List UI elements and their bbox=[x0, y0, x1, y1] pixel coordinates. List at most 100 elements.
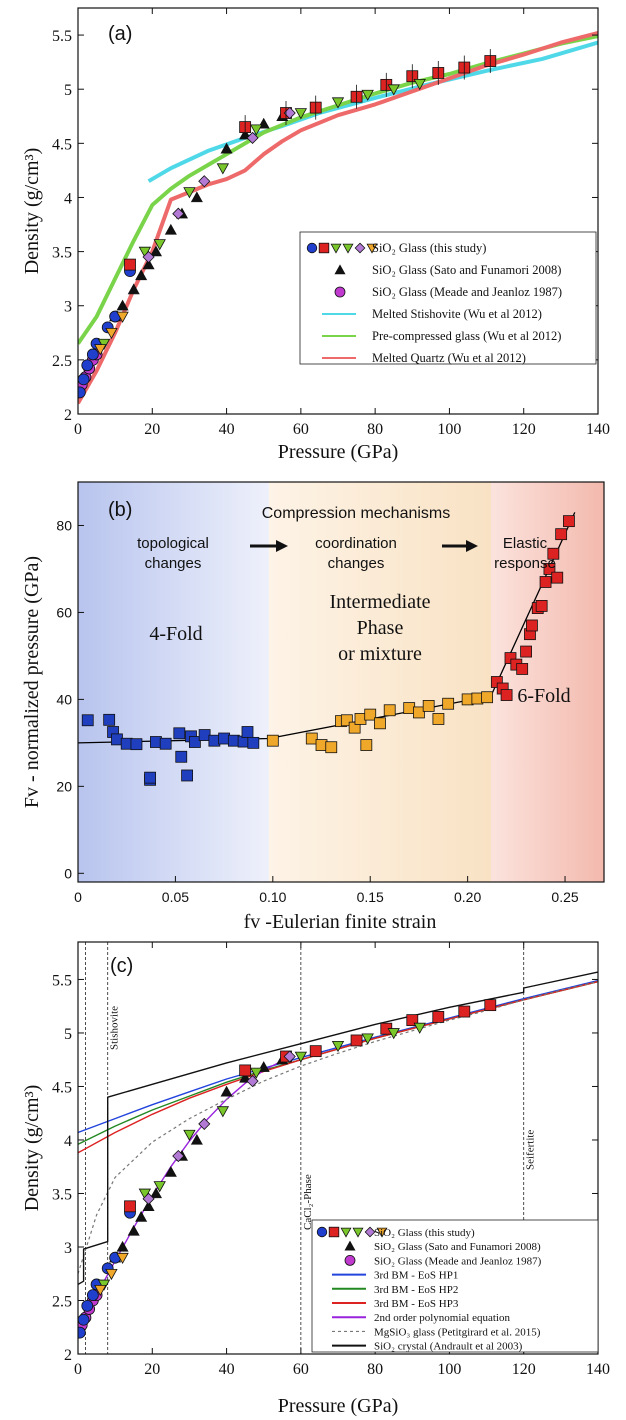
data-point-sio-glass-sato-and-funamori-2008 bbox=[127, 283, 140, 295]
series-line-sio-crystal-andrault-et-al-2003 bbox=[78, 971, 598, 1286]
data-point-6-fold bbox=[555, 528, 568, 541]
data-point-sio-glass-sato-and-funamori-2008 bbox=[164, 1165, 177, 1177]
x-tick-label: 0.05 bbox=[162, 889, 189, 905]
y-axis-title: Density (g/cm³) bbox=[21, 1085, 43, 1212]
data-point-6-fold bbox=[526, 619, 538, 632]
data-point-sio-glass-sato-and-funamori-2008 bbox=[116, 1240, 129, 1252]
y-tick-label: 0 bbox=[64, 865, 72, 881]
data-point-sio-glass-sato-and-funamori-2008 bbox=[116, 299, 129, 311]
label-intermediate: Intermediate Phase or mixture bbox=[329, 591, 430, 665]
data-point-intermediate bbox=[325, 741, 338, 754]
data-point-intermediate bbox=[340, 714, 353, 727]
data-point-6-fold bbox=[551, 571, 564, 584]
data-point-sio-glass-this-study-green-triangles bbox=[413, 1022, 426, 1034]
data-point-sio-glass-this-study-squares bbox=[124, 258, 136, 271]
x-tick-label: 60 bbox=[293, 1361, 309, 1378]
data-point-sio-glass-this-study-green-triangles bbox=[294, 108, 308, 120]
data-point-sio-glass-this-study-green-triangles bbox=[331, 1041, 345, 1053]
legend-marker bbox=[328, 1226, 340, 1238]
legend-label: SiO₂ Glass (Sato and Funamori 2008) bbox=[372, 263, 561, 277]
legend-marker bbox=[340, 1227, 352, 1238]
legend-marker bbox=[344, 1240, 356, 1251]
data-point-sio-glass-sato-and-funamori-2008 bbox=[135, 1210, 148, 1222]
x-tick-label: 40 bbox=[219, 421, 235, 438]
data-point-sio-glass-this-study-squares bbox=[309, 1045, 322, 1058]
y-tick-label: 2 bbox=[64, 407, 72, 424]
data-point-sio-glass-sato-and-funamori-2008 bbox=[135, 269, 148, 281]
data-point-6-fold bbox=[516, 663, 529, 675]
y-tick-label: 60 bbox=[56, 604, 72, 620]
legend-label: SiO₂ Glass (Meade and Jeanloz 1987) bbox=[372, 285, 562, 299]
data-point-sio-glass-sato-and-funamori-2008 bbox=[190, 1133, 203, 1145]
x-tick-label: 20 bbox=[144, 421, 160, 438]
legend-marker bbox=[334, 264, 346, 275]
chart-panel-b: 0 0.05 0.10 0.15 0.20 0.25 0 20 40 60 80 (b) Compr… bbox=[21, 481, 605, 933]
data-point-4-fold bbox=[130, 738, 143, 751]
x-tick-label: 0.20 bbox=[454, 889, 481, 905]
legend-label: Melted Stishovite (Wu et al 2012) bbox=[372, 307, 542, 321]
legend-marker bbox=[354, 242, 366, 254]
data-point-4-fold bbox=[173, 727, 186, 740]
legend-label: SiO₂ Glass (Meade and Jeanloz 1987) bbox=[374, 1255, 542, 1267]
data-point-sio-glass-sato-and-funamori-2008 bbox=[127, 1224, 140, 1236]
data-point-4-fold bbox=[241, 726, 254, 738]
x-axis-title: fv -Eulerian finite strain bbox=[244, 911, 437, 933]
legend-label: Melted Quartz (Wu et al 2012) bbox=[372, 351, 526, 365]
data-point-6-fold bbox=[547, 547, 560, 560]
data-point-sio-glass-sato-and-funamori-2008 bbox=[149, 1187, 163, 1199]
x-tick-label: 120 bbox=[512, 1361, 536, 1378]
series-line-3rd-bm-eos-hp3 bbox=[78, 980, 598, 1154]
x-tick-label: 60 bbox=[293, 421, 309, 438]
phase-label-seifertite: Seifertite bbox=[525, 1130, 537, 1170]
data-point-sio-glass-this-study-green-triangles bbox=[183, 187, 196, 199]
data-point-6-fold bbox=[500, 689, 513, 701]
data-point-sio-glass-this-study-green-triangles bbox=[153, 239, 166, 251]
data-point-4-fold bbox=[144, 771, 156, 784]
data-point-sio-glass-this-study-diamonds bbox=[142, 250, 155, 264]
x-tick-label: 0 bbox=[74, 889, 82, 905]
y-tick-label: 3.5 bbox=[52, 1186, 72, 1203]
x-tick-label: 0 bbox=[74, 1361, 82, 1378]
data-point-sio-glass-this-study-green-triangles bbox=[97, 338, 111, 350]
legend-label: 3rd BM - EoS HP1 bbox=[374, 1270, 458, 1282]
y-tick-label: 40 bbox=[56, 691, 72, 707]
data-point-sio-glass-this-study-squares bbox=[458, 1005, 471, 1018]
data-point-intermediate bbox=[364, 708, 377, 721]
chart-panel-a: 0 20 40 60 80 100 120 140 2 2.5 3 3.5 4 4.5 5 5.5 (a) P… bbox=[21, 7, 610, 463]
data-point-sio-glass-this-study-green-triangles bbox=[294, 1051, 308, 1063]
data-point-4-fold bbox=[159, 737, 172, 750]
data-point-sio-glass-this-study-orange-triangles bbox=[105, 327, 118, 340]
data-point-sio-glass-sato-and-funamori-2008 bbox=[220, 1085, 233, 1097]
data-point-6-fold bbox=[543, 563, 556, 575]
y-tick-label: 80 bbox=[56, 517, 72, 533]
data-point-sio-glass-this-study-squares bbox=[484, 999, 497, 1012]
annotation-mechanisms: Compression mechanisms bbox=[262, 505, 451, 522]
data-point-sio-glass-this-study-squares bbox=[239, 1064, 252, 1077]
data-point-sio-glass-this-study-orange-triangles bbox=[105, 1268, 118, 1281]
data-point-sio-glass-this-study-circles bbox=[86, 348, 99, 361]
data-point-intermediate bbox=[442, 697, 455, 710]
legend-marker bbox=[316, 1226, 328, 1238]
data-point-sio-glass-this-study-circles bbox=[81, 359, 94, 372]
data-point-intermediate bbox=[305, 732, 318, 745]
data-point-sio-glass-sato-and-funamori-2008 bbox=[142, 1200, 155, 1212]
legend-marker bbox=[366, 243, 378, 254]
data-point-sio-glass-this-study-green-triangles bbox=[387, 84, 400, 96]
data-point-4-fold bbox=[81, 714, 94, 727]
x-tick-label: 80 bbox=[367, 421, 383, 438]
data-point-intermediate bbox=[360, 739, 373, 751]
data-point-sio-glass-this-study-diamonds bbox=[198, 175, 211, 188]
legend-marker bbox=[318, 242, 330, 254]
x-tick-label: 0.15 bbox=[357, 889, 384, 905]
legend-marker bbox=[306, 242, 318, 254]
data-point-intermediate bbox=[432, 713, 445, 725]
annotation-coordination: coordination changes bbox=[315, 535, 397, 572]
data-point-sio-glass-this-study-green-triangles bbox=[250, 124, 263, 136]
data-point-sio-glass-this-study-orange-triangles bbox=[94, 344, 107, 356]
data-point-4-fold bbox=[181, 769, 193, 782]
x-tick-label: 0.25 bbox=[551, 889, 578, 905]
x-tick-label: 140 bbox=[586, 1361, 610, 1378]
legend-a: SiO₂ Glass (this study) SiO₂ Glass (Sato … bbox=[299, 231, 597, 365]
plot-frame bbox=[77, 941, 599, 1355]
y-tick-label: 4 bbox=[64, 1133, 72, 1150]
